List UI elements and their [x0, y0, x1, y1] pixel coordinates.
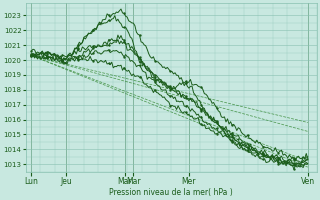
X-axis label: Pression niveau de la mer( hPa ): Pression niveau de la mer( hPa ): [109, 188, 233, 197]
